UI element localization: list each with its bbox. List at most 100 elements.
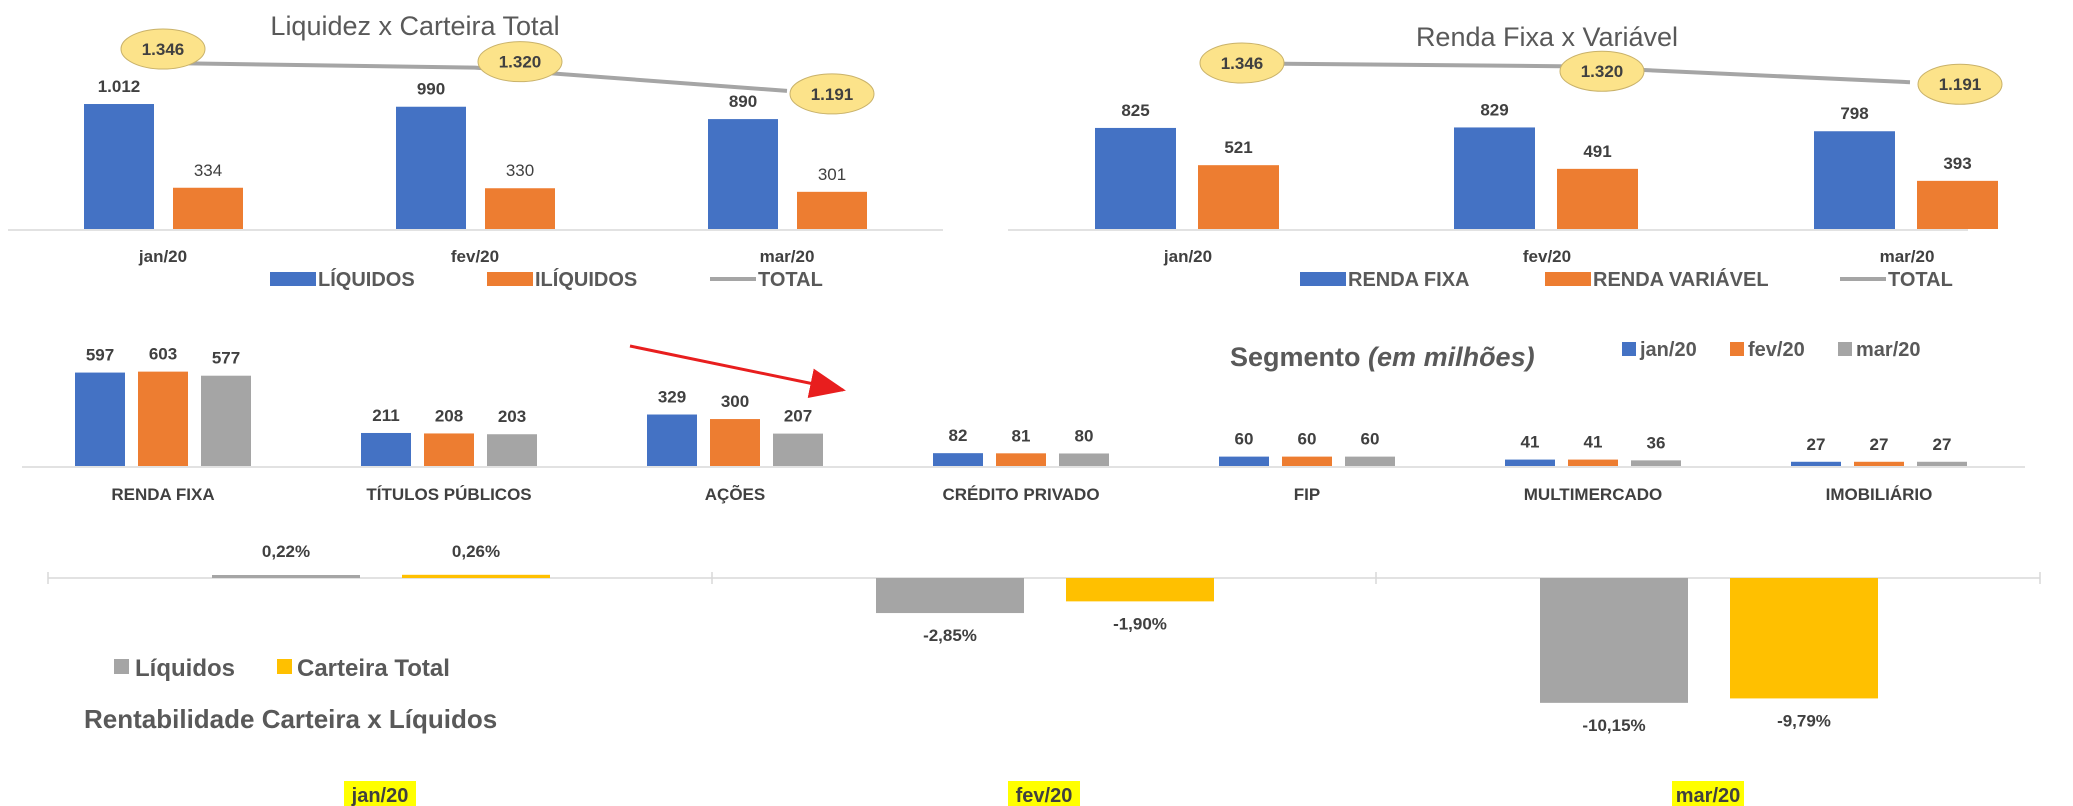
red-arrow (629, 344, 846, 399)
bar-rent-1-2 (1730, 578, 1878, 699)
bar-segmento-mar-20-0 (201, 375, 251, 466)
total-bubble-liq-2 (789, 73, 875, 115)
legend-swatch-renda-variavel (1545, 272, 1591, 286)
data-label-rent: -9,79% (1777, 711, 1831, 730)
data-label-rent: -2,85% (923, 626, 977, 645)
category-label-renda: mar/20 (1880, 247, 1935, 266)
data-label-segmento: 27 (1807, 435, 1826, 454)
bar-segmento-jan-20-4 (1219, 456, 1269, 466)
bar-segmento-jan-20-2 (647, 414, 697, 466)
category-label-rent: mar/20 (1676, 785, 1741, 806)
rentabilidade-title: Rentabilidade Carteira x Líquidos (84, 704, 497, 734)
bar-segmento-fev-20-4 (1282, 456, 1332, 466)
legend-swatch-liquidos (270, 272, 316, 286)
bar-renda-renda-fixa-mar-20 (1814, 131, 1895, 229)
data-label-rent: 0,22% (262, 542, 310, 561)
bar-rent-0-0 (212, 575, 360, 578)
legend-label-mar: mar/20 (1856, 339, 1921, 361)
legend-swatch-rent-carteira (277, 659, 292, 674)
legend-swatch-jan (1622, 342, 1636, 356)
bar-segmento-mar-20-6 (1917, 461, 1967, 466)
bar-rent-1-0 (402, 574, 550, 578)
renda-title: Renda Fixa x Variável (1416, 22, 1678, 52)
renda-chart: Renda Fixa x Variável 825 521 jan/20 829 491… (1008, 22, 2003, 291)
bar-rent-0-1 (876, 578, 1024, 614)
legend-label-renda-fixa: RENDA FIXA (1348, 269, 1469, 291)
bar-liq-líquidos-jan-20 (84, 104, 154, 229)
category-label-liq: fev/20 (451, 247, 499, 266)
total-line-renda (1199, 61, 1911, 85)
data-label-segmento: 80 (1075, 426, 1094, 445)
category-label-liq: mar/20 (760, 247, 815, 266)
data-label-segmento: 577 (212, 349, 240, 368)
bar-segmento-fev-20-3 (996, 453, 1046, 466)
category-label-segmento: CRÉDITO PRIVADO (942, 485, 1099, 504)
category-label-segmento: AÇÕES (705, 484, 765, 504)
legend-label-total: TOTAL (758, 269, 823, 291)
bar-segmento-jan-20-1 (361, 432, 411, 466)
legend-label-renda-variavel: RENDA VARIÁVEL (1593, 268, 1769, 291)
category-label-segmento: FIP (1294, 485, 1320, 504)
bar-renda-renda-fixa-fev-20 (1454, 127, 1535, 229)
bar-rent-0-2 (1540, 578, 1688, 703)
data-label-segmento: 203 (498, 407, 526, 426)
data-label-renda-1-2: 393 (1943, 154, 1971, 173)
segmento-title-main: Segmento (1230, 342, 1361, 372)
bar-segmento-jan-20-3 (933, 453, 983, 466)
total-line-liq (162, 61, 788, 93)
bar-segmento-mar-20-3 (1059, 453, 1109, 466)
data-label-segmento: 27 (1870, 435, 1889, 454)
bar-renda-renda-variável-fev-20 (1557, 168, 1638, 229)
bar-segmento-jan-20-0 (75, 372, 125, 466)
bar-segmento-fev-20-6 (1854, 461, 1904, 466)
data-label-liq-0-2: 890 (729, 92, 757, 111)
data-label-liq-0-0: 1.012 (98, 77, 141, 96)
data-label-segmento: 81 (1012, 426, 1031, 445)
data-label-segmento: 36 (1647, 433, 1666, 452)
category-label-renda: fev/20 (1523, 247, 1571, 266)
liquidez-legend: LÍQUIDOS ILÍQUIDOS TOTAL (270, 268, 823, 291)
bar-segmento-fev-20-1 (424, 433, 474, 466)
total-label-renda-0: 1.346 (1221, 54, 1264, 73)
data-label-segmento: 597 (86, 346, 114, 365)
category-label-segmento: IMOBILIÁRIO (1826, 485, 1933, 504)
data-label-segmento: 207 (784, 407, 812, 426)
bar-renda-renda-variável-mar-20 (1917, 180, 1998, 229)
segmento-title: Segmento (em milhões) (1230, 342, 1535, 372)
data-label-segmento: 60 (1361, 430, 1380, 449)
total-bubble-liq-0 (120, 28, 206, 70)
rentabilidade-legend: Líquidos Carteira Total (114, 655, 450, 682)
total-bubble-liq-1 (477, 41, 563, 83)
data-label-renda-1-1: 491 (1583, 142, 1611, 161)
legend-label-liquidos: LÍQUIDOS (318, 268, 415, 291)
bar-liq-ilíquidos-fev-20 (485, 188, 555, 229)
bar-segmento-mar-20-4 (1345, 456, 1395, 466)
bar-liq-líquidos-mar-20 (708, 119, 778, 229)
legend-swatch-fev (1730, 342, 1744, 356)
bar-segmento-mar-20-5 (1631, 460, 1681, 466)
category-label-segmento: RENDA FIXA (111, 485, 214, 504)
bar-segmento-mar-20-2 (773, 433, 823, 466)
total-bubble-renda-0 (1199, 42, 1285, 84)
data-label-liq-1-1: 330 (506, 161, 534, 180)
data-label-renda-0-2: 798 (1840, 104, 1868, 123)
bar-rent-1-1 (1066, 578, 1214, 602)
category-highlight-rent (1672, 781, 1744, 806)
legend-label-jan: jan/20 (1639, 339, 1697, 361)
bar-liq-líquidos-fev-20 (396, 106, 466, 229)
category-label-liq: jan/20 (138, 247, 187, 266)
data-label-renda-1-0: 521 (1224, 138, 1252, 157)
legend-swatch-iliquidos (487, 272, 533, 286)
category-label-segmento: MULTIMERCADO (1524, 485, 1663, 504)
data-label-liq-1-2: 301 (818, 165, 846, 184)
category-label-rent: fev/20 (1016, 785, 1073, 806)
segmento-legend: jan/20 fev/20 mar/20 (1622, 339, 1921, 361)
legend-swatch-mar (1838, 342, 1852, 356)
total-bubble-renda-2 (1917, 63, 2003, 105)
legend-label-rent-carteira: Carteira Total (297, 655, 450, 682)
data-label-segmento: 60 (1298, 430, 1317, 449)
bar-segmento-fev-20-5 (1568, 459, 1618, 466)
data-label-segmento: 211 (372, 406, 399, 425)
data-label-segmento: 208 (435, 406, 463, 425)
